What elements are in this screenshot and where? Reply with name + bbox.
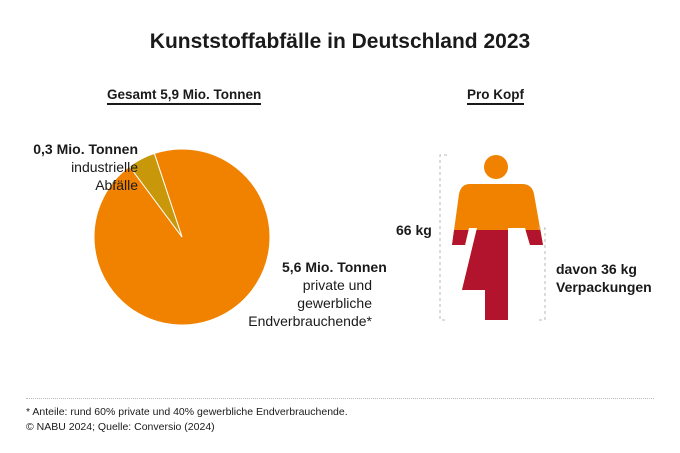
footnote: * Anteile: rund 60% private und 40% gewe… <box>26 406 348 418</box>
industrial-desc-line-1: industrielle <box>71 159 138 175</box>
packaging-per-capita-label: davon 36 kg Verpackungen <box>556 260 652 296</box>
packaging-bracket <box>538 227 546 321</box>
packaging-line-2: Verpackungen <box>556 279 652 295</box>
industrial-slice-label: 0,3 Mio. Tonnen industrielle Abfälle <box>33 140 138 194</box>
private-desc-line-1: private und <box>302 277 372 293</box>
footnote-divider <box>26 398 654 399</box>
private-slice-desc: private und gewerbliche Endverbrauchende… <box>248 276 372 330</box>
person-figure <box>452 155 543 320</box>
total-bracket <box>439 154 447 321</box>
private-slice-label: 5,6 Mio. Tonnen <box>282 258 387 276</box>
per-capita-section-title: Pro Kopf <box>467 87 524 105</box>
pie-slice-private <box>93 148 271 326</box>
source-note: © NABU 2024; Quelle: Conversio (2024) <box>26 421 215 433</box>
pie-chart <box>93 148 271 326</box>
chart-title: Kunststoffabfälle in Deutschland 2023 <box>149 30 531 53</box>
total-per-capita-label: 66 kg <box>396 221 432 239</box>
pie-section-title: Gesamt 5,9 Mio. Tonnen <box>107 87 262 105</box>
private-value-label: 5,6 Mio. Tonnen <box>282 259 387 275</box>
pie-slice-industrial <box>128 152 183 238</box>
packaging-line-1: davon 36 kg <box>556 261 637 277</box>
private-desc-line-3: Endverbrauchende* <box>248 313 372 329</box>
total-per-capita-value: 66 kg <box>396 222 432 238</box>
footnote-block: * Anteile: rund 60% private und 40% gewe… <box>26 405 348 435</box>
private-desc-line-2: gewerbliche <box>297 295 372 311</box>
person-packaging-fill <box>452 230 543 320</box>
industrial-desc-line-2: Abfälle <box>95 177 138 193</box>
industrial-value-label: 0,3 Mio. Tonnen <box>33 141 138 157</box>
